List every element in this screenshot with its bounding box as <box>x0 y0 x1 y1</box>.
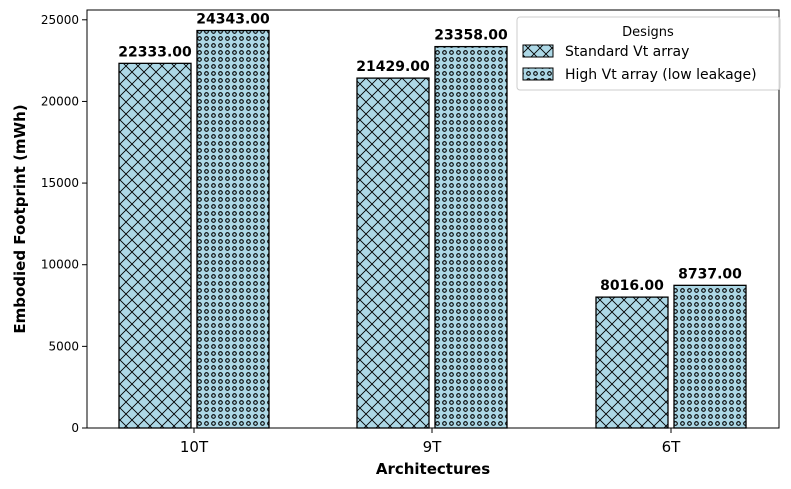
legend-swatch-standard-vt <box>522 44 554 58</box>
y-tick-label: 15000 <box>41 176 79 190</box>
x-tick-label-10t: 10T <box>180 438 209 456</box>
y-tick-label: 0 <box>71 421 79 435</box>
plot-area-frame <box>86 9 780 429</box>
data-label-standard-vt-9t: 21429.00 <box>356 59 430 75</box>
data-label-standard-vt-6t: 8016.00 <box>600 278 664 294</box>
bar-high-vt-10t <box>196 29 270 429</box>
legend-label-standard-vt: Standard Vt array <box>565 44 689 60</box>
x-tick-label-6t: 6T <box>662 438 682 456</box>
data-label-high-vt-6t: 8737.00 <box>678 266 742 282</box>
y-axis-title: Embodied Footprint (mWh) <box>11 104 29 333</box>
x-tick-label-9t: 9T <box>423 438 443 456</box>
bar-standard-vt-9t <box>356 77 430 429</box>
bar-high-vt-9t <box>434 45 508 429</box>
data-label-standard-vt-10t: 22333.00 <box>118 44 192 60</box>
y-tick-label: 25000 <box>41 13 79 27</box>
data-label-high-vt-10t: 24343.00 <box>196 12 270 28</box>
legend-title: Designs <box>622 25 674 40</box>
bar-high-vt-6t <box>673 284 747 429</box>
bar-standard-vt-6t <box>595 296 669 429</box>
data-label-high-vt-9t: 23358.00 <box>434 28 508 44</box>
bar-standard-vt-10t <box>118 62 192 429</box>
y-tick-label: 10000 <box>41 258 79 272</box>
legend-label-high-vt: High Vt array (low leakage) <box>565 67 757 83</box>
legend-swatch-high-vt <box>522 67 554 81</box>
y-tick-label: 20000 <box>41 94 79 108</box>
legend-box <box>516 16 781 91</box>
x-axis-title: Architectures <box>376 460 490 478</box>
y-tick-label: 5000 <box>48 339 79 353</box>
legend: Designs Standard Vt array High Vt array … <box>516 16 781 91</box>
